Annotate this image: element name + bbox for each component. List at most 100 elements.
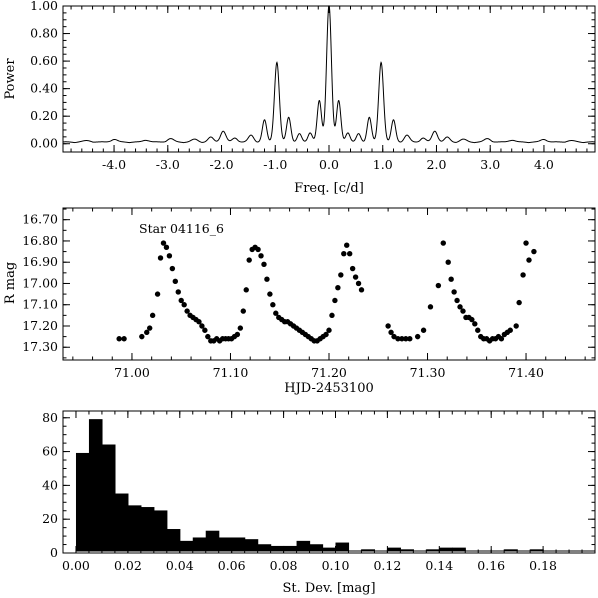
light-curve-point <box>199 323 205 329</box>
light-curve-point <box>149 312 156 319</box>
histogram-x-tick-label: 0.12 <box>373 558 401 573</box>
histogram-x-axis-label: St. Dev. [mag] <box>282 581 375 596</box>
light-curve-point <box>184 308 190 314</box>
histogram-bar <box>101 444 116 551</box>
power-x-ticks: -4.0 -3.0 -2.0 -1.0 0.0 1.0 2.0 3.0 4.0 <box>70 6 588 172</box>
light-curve-point <box>457 304 463 310</box>
power-x-tick-label: -2.0 <box>209 157 233 172</box>
power-y-tick-label: 1.00 <box>30 0 58 13</box>
power-x-tick-label: 4.0 <box>534 157 554 172</box>
histogram-bar <box>335 542 350 551</box>
light-curve-point <box>414 333 421 340</box>
light-curve-point <box>472 321 478 327</box>
histogram-bars <box>75 419 595 552</box>
power-x-tick-label: 1.0 <box>373 157 393 172</box>
power-y-axis-label: Power <box>3 58 18 100</box>
light-curve-point <box>507 327 513 333</box>
light-curve-y-tick-label: 16.80 <box>22 233 58 248</box>
light-curve-point <box>399 336 405 342</box>
light-curve-point <box>175 289 181 295</box>
light-curve-point <box>526 257 532 263</box>
histogram-bar <box>530 549 544 551</box>
light-curve-point <box>270 302 276 308</box>
light-curve-y-tick-label: 16.90 <box>22 254 58 269</box>
power-spectrum-line <box>62 5 596 144</box>
light-curve-point <box>420 327 427 333</box>
histogram-x-tick-label: 0.06 <box>218 558 246 573</box>
histogram-bar <box>400 549 414 551</box>
light-curve-point <box>385 323 391 329</box>
histogram-y-tick-label: 20 <box>42 511 58 526</box>
power-spectrum-panel: -4.0 -3.0 -2.0 -1.0 0.0 1.0 2.0 3.0 4.0 0.00 0.20… <box>3 0 596 196</box>
light-curve-y-tick-label: 17.30 <box>22 339 58 354</box>
light-curve-x-tick-label: 71.30 <box>410 365 446 380</box>
histogram-x-tick-label: 0.04 <box>166 558 194 573</box>
histogram-plot-frame <box>62 410 596 554</box>
light-curve-point <box>169 265 176 272</box>
star-label: Star 04116_6 <box>139 221 224 236</box>
histogram-x-ticks: 0.00 0.02 0.04 0.06 0.08 0.10 0.12 0.14 0.16 0.18 <box>62 411 583 573</box>
histogram-bar <box>218 537 233 551</box>
light-curve-point <box>121 336 127 342</box>
light-curve-point <box>243 287 249 293</box>
light-curve-y-tick-label: 17.20 <box>22 318 58 333</box>
histogram-y-tick-label: 80 <box>42 410 58 425</box>
light-curve-point <box>427 304 434 310</box>
light-curve-point <box>166 253 173 259</box>
light-curve-point <box>451 289 457 295</box>
power-y-tick-label: 0.40 <box>30 81 58 96</box>
light-curve-x-tick-label: 71.20 <box>311 365 347 380</box>
light-curve-x-axis-label: HJD-2453100 <box>284 381 374 396</box>
histogram-x-tick-label: 0.08 <box>270 558 298 573</box>
light-curve-point <box>147 325 153 331</box>
histogram-bar <box>205 530 220 551</box>
power-y-tick-label: 0.00 <box>30 136 58 151</box>
light-curve-point <box>352 274 359 280</box>
light-curve-y-tick-label: 16.70 <box>22 212 58 227</box>
light-curve-point <box>355 280 362 287</box>
histogram-bar <box>231 537 246 551</box>
light-curve-point <box>172 278 179 285</box>
light-curve-point <box>258 253 264 259</box>
light-curve-point <box>234 331 241 338</box>
light-curve-point <box>116 336 122 342</box>
light-curve-point <box>358 287 365 293</box>
light-curve-y-ticks: 16.70 16.80 16.90 17.00 17.10 17.20 17.30 <box>22 208 595 359</box>
power-x-tick-label: -1.0 <box>263 157 287 172</box>
histogram-bar <box>192 537 207 551</box>
histogram-x-tick-label: 0.14 <box>425 558 453 573</box>
light-curve-point <box>267 291 273 297</box>
light-curve-point <box>523 240 529 246</box>
histogram-bar <box>296 540 311 551</box>
light-curve-point <box>181 302 187 308</box>
power-x-axis-label: Freq. [c/d] <box>294 181 364 196</box>
power-x-tick-label: -3.0 <box>156 157 180 172</box>
light-curve-point <box>349 265 356 272</box>
light-curve-point <box>255 246 261 253</box>
light-curve-point <box>520 272 526 278</box>
light-curve-point <box>338 272 344 278</box>
histogram-x-tick-label: 0.00 <box>62 558 90 573</box>
histogram-bar <box>114 493 129 551</box>
light-curve-x-tick-label: 71.10 <box>213 365 249 380</box>
light-curve-point <box>388 329 394 336</box>
light-curve-point <box>344 242 350 248</box>
histogram-y-tick-label: 60 <box>42 444 58 459</box>
light-curve-x-ticks: 71.00 71.10 71.20 71.30 71.40 <box>72 208 586 380</box>
histogram-y-tick-label: 0 <box>50 545 58 560</box>
histogram-y-ticks: 0 20 40 60 80 <box>42 410 595 560</box>
light-curve-point <box>329 312 335 319</box>
light-curve-y-axis-label: R mag <box>3 262 18 304</box>
light-curve-point <box>154 291 161 297</box>
light-curve-point <box>498 336 505 342</box>
light-curve-point <box>196 319 202 325</box>
light-curve-point <box>531 248 537 255</box>
light-curve-point <box>205 333 211 340</box>
histogram-bar <box>75 452 90 551</box>
light-curve-y-tick-label: 17.10 <box>22 297 58 312</box>
histogram-y-tick-label: 40 <box>42 477 58 492</box>
histogram-bar <box>257 544 272 551</box>
histogram-bar <box>127 505 142 551</box>
histogram-x-tick-label: 0.02 <box>114 558 142 573</box>
histogram-bar <box>270 545 285 551</box>
